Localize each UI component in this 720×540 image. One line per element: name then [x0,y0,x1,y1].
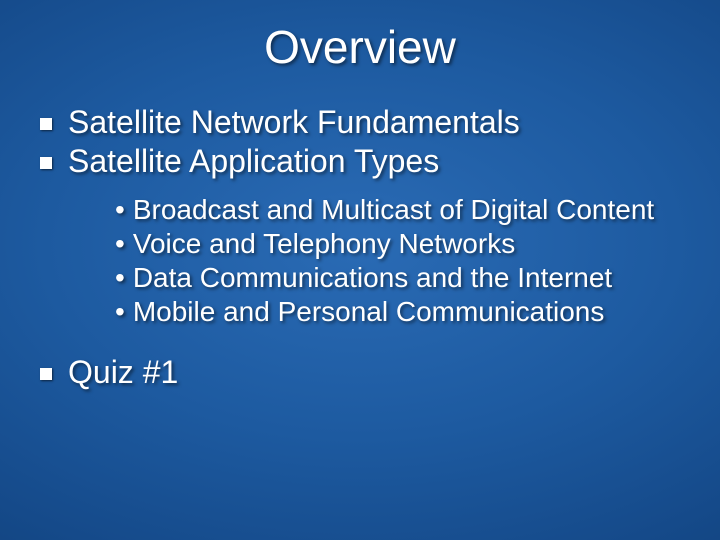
bullet-level1-item: Satellite Network Fundamentals [40,104,680,141]
bullet-level2-text: Mobile and Personal Communications [133,296,605,328]
bullet-level2-text: Broadcast and Multicast of Digital Conte… [133,194,654,226]
slide-title: Overview [0,0,720,104]
bullet-level2-item: • Data Communications and the Internet [115,262,680,294]
bullet-level1-item: Quiz #1 [40,354,680,391]
square-bullet-icon [40,368,52,380]
square-bullet-icon [40,157,52,169]
dot-bullet-icon: • [115,228,125,260]
bullet-level1-text: Satellite Network Fundamentals [68,104,520,141]
dot-bullet-icon: • [115,194,125,226]
bullet-level1-text: Satellite Application Types [68,143,439,180]
slide: Overview Satellite Network Fundamentals … [0,0,720,540]
bullet-level1-text: Quiz #1 [68,354,178,391]
bullet-level2-item: • Voice and Telephony Networks [115,228,680,260]
square-bullet-icon [40,118,52,130]
bullet-level2-item: • Broadcast and Multicast of Digital Con… [115,194,680,226]
bullet-level2-group: • Broadcast and Multicast of Digital Con… [40,194,680,328]
bullet-level2-text: Data Communications and the Internet [133,262,612,294]
dot-bullet-icon: • [115,262,125,294]
dot-bullet-icon: • [115,296,125,328]
bullet-level2-item: • Mobile and Personal Communications [115,296,680,328]
bullet-level2-text: Voice and Telephony Networks [133,228,515,260]
slide-content: Satellite Network Fundamentals Satellite… [0,104,720,391]
bullet-level1-item: Satellite Application Types [40,143,680,180]
